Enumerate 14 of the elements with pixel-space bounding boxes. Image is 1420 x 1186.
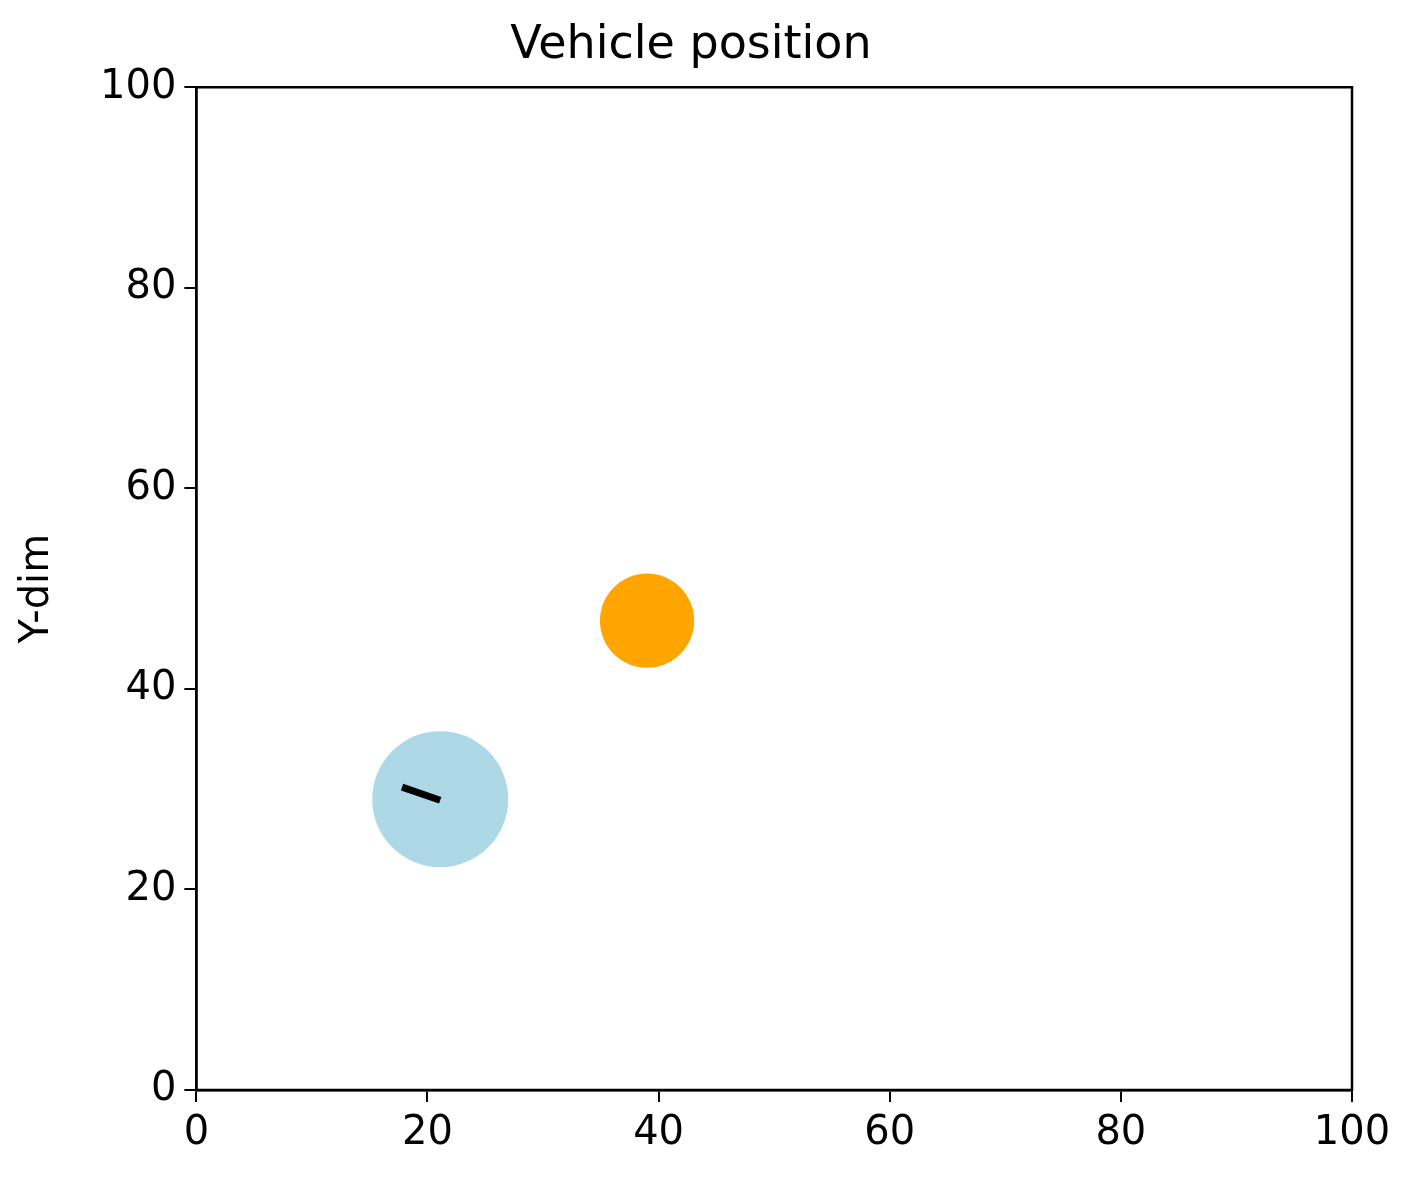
y-tick-label: 40 [125, 662, 177, 709]
x-tick-label: 20 [402, 1107, 453, 1154]
x-tick-label: 40 [633, 1107, 685, 1154]
y-axis-title: Y-dim [11, 533, 58, 645]
y-tick-label: 80 [125, 261, 177, 308]
x-tick-label: 60 [864, 1107, 916, 1154]
x-tick-label: 0 [183, 1107, 210, 1154]
x-tick-label: 80 [1095, 1107, 1147, 1154]
y-tick-label: 60 [125, 461, 177, 508]
y-tick-label: 20 [125, 862, 177, 909]
x-tick-label: 100 [1313, 1107, 1391, 1154]
chart-title: Vehicle position [510, 14, 872, 69]
y-tick-label: 0 [150, 1063, 177, 1110]
y-tick-label: 100 [99, 60, 177, 107]
